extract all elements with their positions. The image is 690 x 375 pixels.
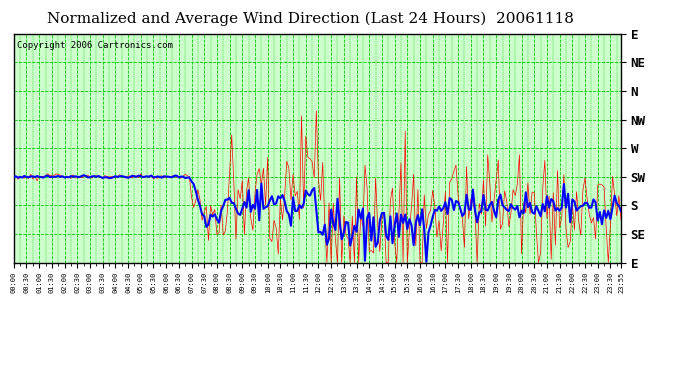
Text: Normalized and Average Wind Direction (Last 24 Hours)  20061118: Normalized and Average Wind Direction (L… [47, 11, 574, 26]
Text: Copyright 2006 Cartronics.com: Copyright 2006 Cartronics.com [17, 40, 172, 50]
